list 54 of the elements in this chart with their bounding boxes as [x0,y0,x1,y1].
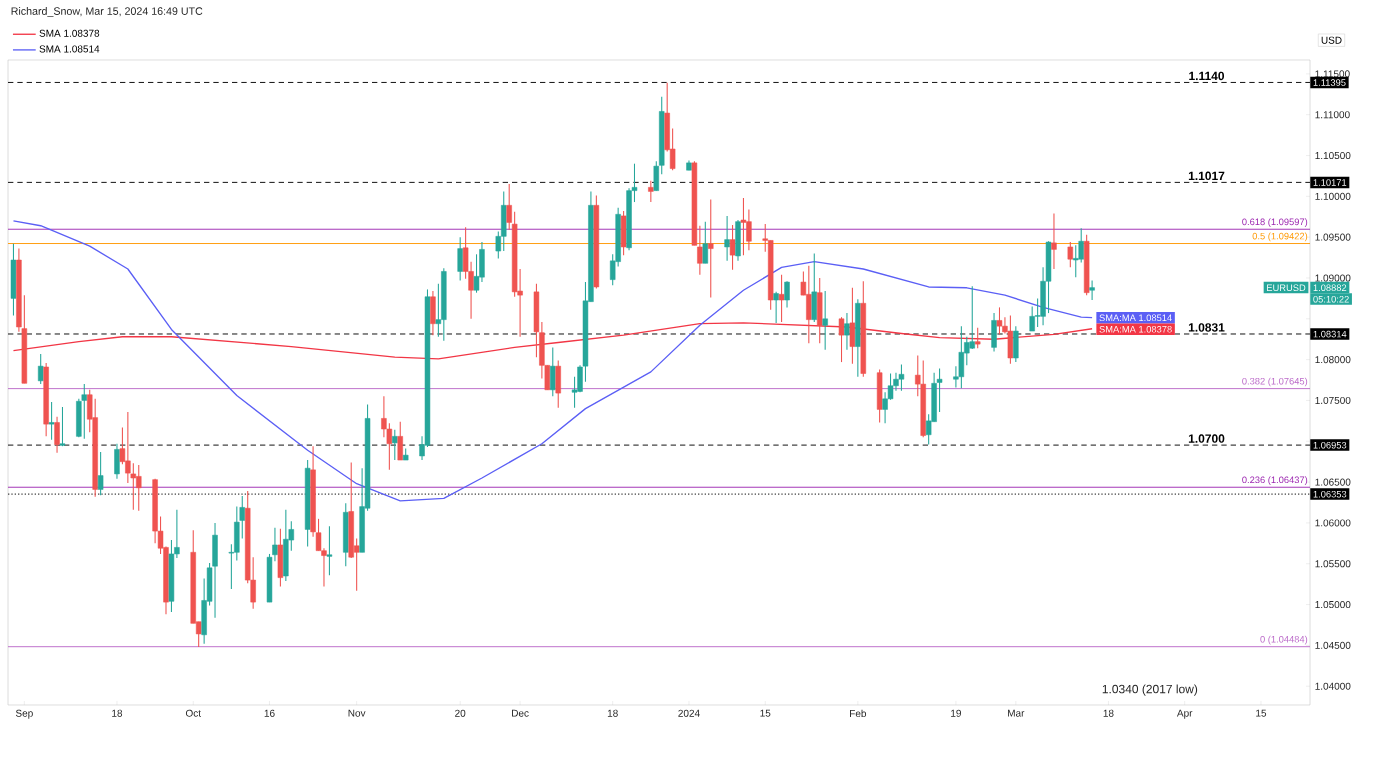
x-tick-label: 19 [951,709,961,717]
data-label: SMA:MA 1.08514 [1099,314,1172,322]
ref-line-label: 0.5 (1.09422) [1252,232,1308,242]
x-tick-label: 2024 [678,709,700,717]
y-tick-label: 1.10500 [1315,151,1351,160]
y-axis-title: USD [1321,36,1342,44]
x-tick-label: Apr [1176,709,1193,719]
y-tick-label: 1.10000 [1315,192,1351,200]
y-tick-label: 1.09000 [1315,274,1351,282]
text: 1.08882 [1313,284,1347,292]
ref-line-label: 1.11395 [1313,79,1346,86]
y-tick-label: 1.05000 [1315,601,1351,609]
x-tick-label: 15 [1256,709,1267,717]
x-tick-label: 18 [112,709,123,717]
y-tick-label: 1.08000 [1315,356,1351,364]
text: 05:10:22 [1313,295,1349,303]
annotation: 1.1140 [1189,71,1225,81]
annotation: 1.1017 [1188,171,1225,181]
x-tick-label: Feb [850,709,867,718]
x-tick-label: 15 [760,709,771,717]
y-tick-label: 1.04000 [1315,682,1351,690]
legend-label: SMA 1.08514 [39,45,100,53]
ref-line-label: 1.06353 [1313,490,1347,498]
y-tick-label: 1.06500 [1315,478,1351,486]
ref-line-label: 1.10171 [1313,179,1347,186]
ref-line-label: 1.08314 [1313,330,1347,338]
x-tick-label: 16 [264,709,275,717]
x-tick-label: 18 [1103,709,1114,717]
ref-line-label: 0.382 (1.07645) [1242,377,1308,387]
x-tick-label: 18 [607,709,618,717]
ref-line-label: 0.236 (1.06437) [1242,476,1308,485]
y-tick-label: 1.06000 [1315,519,1351,527]
ref-line-label: 0 (1.04484) [1260,635,1308,645]
annotation: 1.0700 [1188,434,1225,443]
y-tick-label: 1.04500 [1315,641,1351,649]
ref-line-label: 0.618 (1.09597) [1242,218,1308,227]
y-tick-label: 1.09500 [1315,233,1351,241]
x-tick-label: Dec [512,709,529,717]
text: EURUSD [1267,284,1306,292]
y-tick-label: 1.05500 [1315,560,1351,568]
x-tick-label: 20 [455,709,466,717]
y-tick-label: 1.07500 [1315,396,1351,404]
annotation: 1.0340 (2017 low) [1102,684,1198,696]
x-tick-label: Mar [1008,709,1025,717]
data-label: SMA:MA 1.08378 [1099,325,1172,333]
y-tick-label: 1.11500 [1315,70,1350,78]
legend-label: SMA 1.08378 [39,29,100,37]
ref-line-label: 1.06953 [1313,441,1347,449]
x-tick-label: Nov [348,709,366,717]
chart-title: Richard_Snow, Mar 15, 2024 16:49 UTC [11,7,203,17]
annotation: 1.0831 [1188,323,1225,332]
y-tick-label: 1.11000 [1315,111,1350,119]
x-tick-label: Oct [185,709,201,717]
x-tick-label: Sep [15,709,33,719]
